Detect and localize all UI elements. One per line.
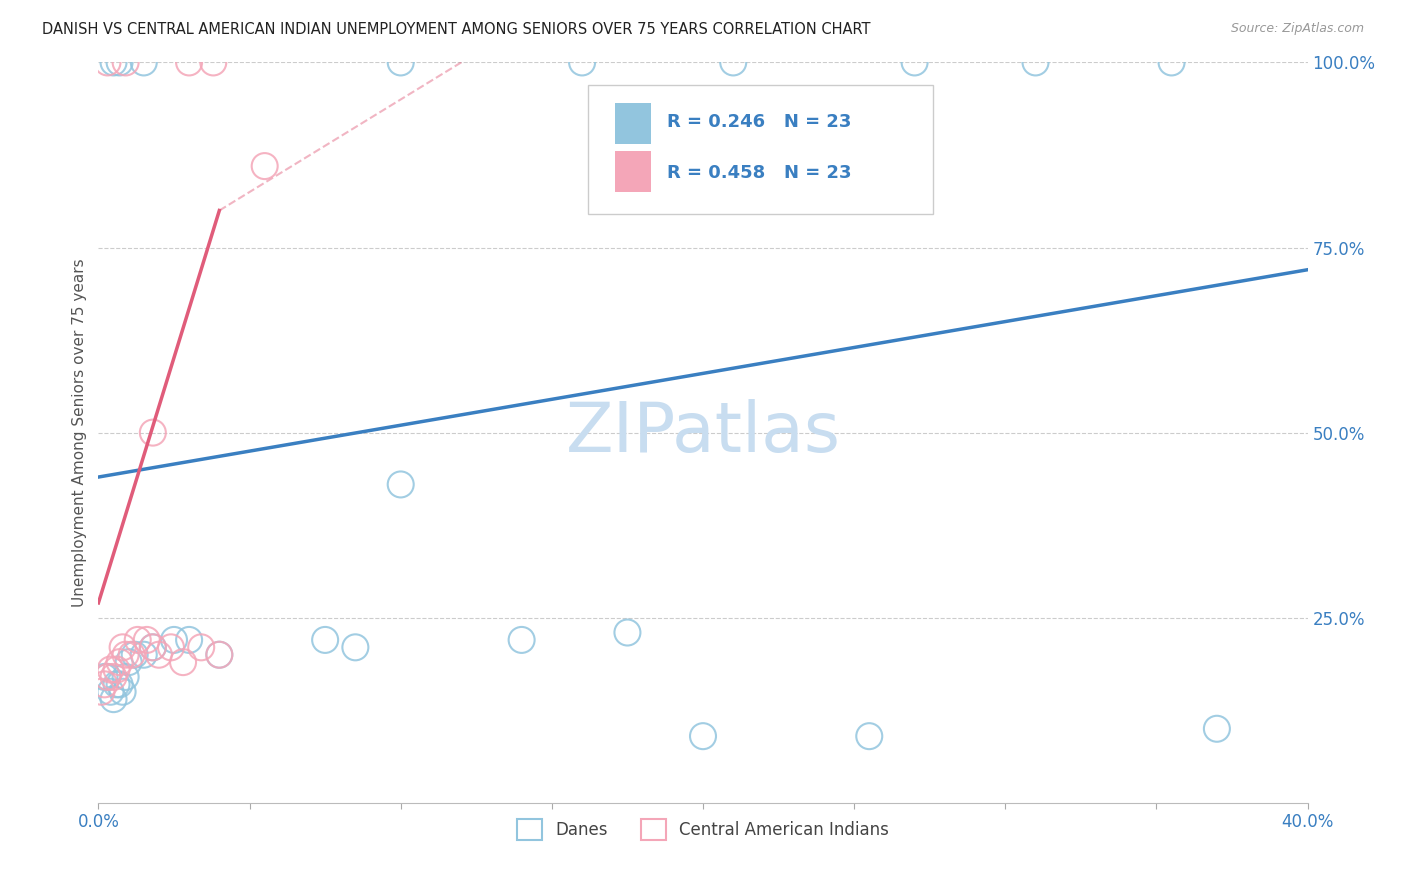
Point	[692, 729, 714, 743]
Point	[190, 640, 212, 655]
Point	[93, 670, 115, 684]
Point	[105, 663, 128, 677]
Point	[135, 632, 157, 647]
Point	[179, 55, 201, 70]
Point	[904, 55, 927, 70]
Point	[314, 632, 336, 647]
Text: R = 0.458   N = 23: R = 0.458 N = 23	[666, 164, 851, 183]
Point	[1206, 722, 1229, 736]
Point	[389, 55, 412, 70]
Point	[160, 640, 183, 655]
Point	[108, 677, 131, 691]
Point	[114, 648, 136, 662]
Text: ZIPatlas: ZIPatlas	[565, 399, 841, 467]
Point	[96, 670, 118, 684]
Point	[100, 663, 122, 677]
Point	[114, 55, 136, 70]
Text: Source: ZipAtlas.com: Source: ZipAtlas.com	[1230, 22, 1364, 36]
Point	[111, 640, 134, 655]
Point	[142, 640, 165, 655]
Text: DANISH VS CENTRAL AMERICAN INDIAN UNEMPLOYMENT AMONG SENIORS OVER 75 YEARS CORRE: DANISH VS CENTRAL AMERICAN INDIAN UNEMPL…	[42, 22, 870, 37]
Point	[253, 159, 276, 173]
Point	[93, 677, 115, 691]
Point	[142, 640, 165, 655]
Point	[858, 729, 880, 743]
Point	[118, 655, 141, 669]
Point	[202, 55, 225, 70]
Point	[571, 55, 593, 70]
Point	[208, 648, 231, 662]
Bar	[614, 103, 651, 144]
FancyBboxPatch shape	[588, 85, 932, 214]
Point	[127, 632, 149, 647]
Point	[723, 55, 745, 70]
Y-axis label: Unemployment Among Seniors over 75 years: Unemployment Among Seniors over 75 years	[72, 259, 87, 607]
Point	[163, 632, 186, 647]
Point	[510, 632, 533, 647]
Point	[179, 632, 201, 647]
Point	[111, 685, 134, 699]
Bar	[614, 152, 651, 192]
Point	[344, 640, 367, 655]
Point	[616, 625, 638, 640]
Point	[148, 648, 170, 662]
Point	[108, 655, 131, 669]
Point	[100, 685, 122, 699]
Legend: Danes, Central American Indians: Danes, Central American Indians	[510, 813, 896, 847]
Point	[142, 425, 165, 440]
Point	[96, 55, 118, 70]
Point	[132, 55, 155, 70]
Point	[103, 670, 125, 684]
Point	[121, 648, 143, 662]
Point	[1024, 55, 1046, 70]
Point	[172, 655, 194, 669]
Point	[103, 55, 125, 70]
Point	[103, 692, 125, 706]
Point	[1160, 55, 1182, 70]
Point	[108, 55, 131, 70]
Text: R = 0.246   N = 23: R = 0.246 N = 23	[666, 112, 851, 130]
Point	[114, 670, 136, 684]
Point	[124, 648, 146, 662]
Point	[208, 648, 231, 662]
Point	[132, 648, 155, 662]
Point	[105, 677, 128, 691]
Point	[90, 685, 112, 699]
Point	[96, 670, 118, 684]
Point	[389, 477, 412, 491]
